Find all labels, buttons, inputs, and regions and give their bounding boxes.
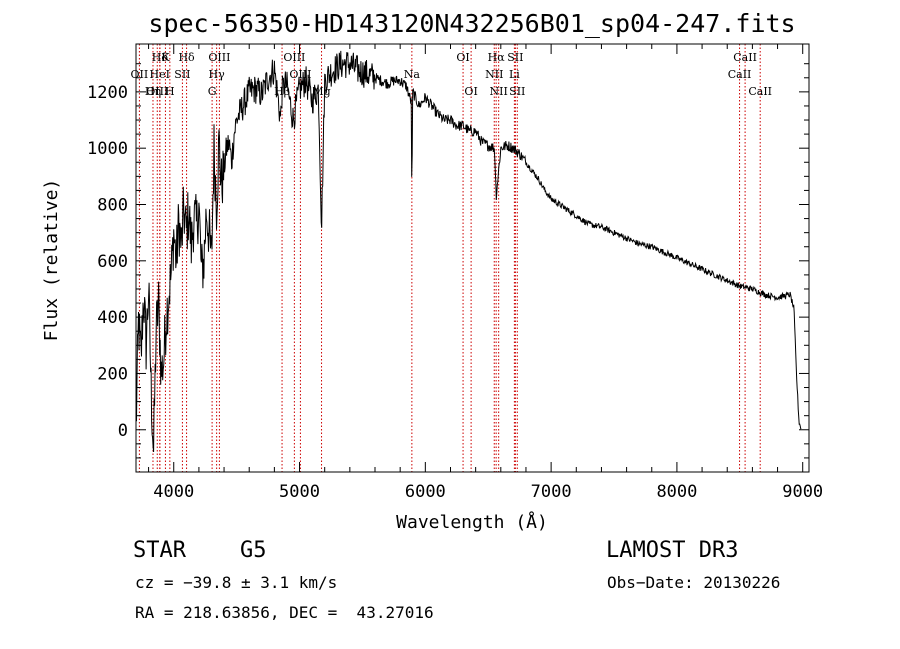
line-marker-label: H: [165, 85, 175, 98]
line-marker-label: Hα: [488, 51, 506, 64]
y-tick-label: 0: [118, 421, 128, 441]
x-tick-label: 6000: [405, 482, 446, 502]
line-marker-label: Hη: [145, 85, 161, 98]
x-tick-label: 5000: [279, 482, 320, 502]
line-marker-label: OIII: [146, 85, 168, 98]
chart-title: spec-56350-HD143120N432256B01_sp04-247.f…: [148, 9, 795, 38]
line-marker-label: K: [161, 51, 170, 64]
spectral-subclass: G5: [240, 538, 267, 563]
y-tick-label: 400: [97, 308, 128, 328]
observation-date: Obs−Date: 20130226: [607, 573, 781, 592]
line-marker-label: OII: [131, 68, 149, 81]
redshift-cz: cz = −39.8 ± 3.1 km/s: [135, 573, 338, 592]
y-axis-ticks: 0 200 400 600 800 1000 1200: [87, 63, 809, 459]
line-marker-label: NII: [485, 68, 503, 81]
line-marker-label: NII: [490, 85, 508, 98]
y-tick-label: 800: [97, 196, 128, 216]
ra-dec-coordinates: RA = 218.63856, DEC = 43.27016: [135, 603, 434, 622]
object-type: STAR: [133, 538, 186, 563]
line-marker-label: Hδ: [178, 51, 195, 64]
line-marker-label: HeI: [150, 68, 170, 81]
line-marker-label: Li: [509, 68, 520, 81]
x-tick-label: 7000: [531, 482, 572, 502]
x-axis-ticks: 4000 5000 6000 7000 8000 9000: [148, 44, 823, 502]
x-tick-label: 8000: [656, 482, 697, 502]
line-marker-label: CaII: [748, 85, 772, 98]
spectrum-line: [135, 50, 802, 453]
y-axis-label: Flux (relative): [41, 179, 62, 342]
line-marker-label: OI: [464, 85, 477, 98]
line-marker-label: SII: [507, 51, 523, 64]
x-tick-label: 9000: [782, 482, 823, 502]
x-tick-label: 4000: [153, 482, 194, 502]
y-tick-label: 1200: [87, 83, 128, 103]
survey-name: LAMOST DR3: [606, 538, 739, 563]
line-marker-label: SII: [174, 68, 190, 81]
spectral-line-markers: [138, 44, 761, 472]
plot-frame: [135, 43, 810, 473]
line-marker-label: OI: [456, 51, 469, 64]
line-marker-label: Na: [404, 68, 421, 81]
y-tick-label: 600: [97, 252, 128, 272]
x-axis-label: Wavelength (Å): [396, 511, 548, 533]
line-marker-label: CaII: [733, 51, 757, 64]
line-marker-label: OIII: [283, 51, 305, 64]
line-marker-label: Hγ: [209, 68, 226, 81]
y-tick-label: 1000: [87, 139, 128, 159]
y-tick-label: 200: [97, 364, 128, 384]
line-marker-label: OIII: [208, 51, 230, 64]
line-marker-label: Hδ: [152, 51, 169, 64]
line-marker-label: CaII: [728, 68, 752, 81]
line-marker-label: G: [208, 85, 217, 98]
line-marker-label: SII: [509, 85, 525, 98]
